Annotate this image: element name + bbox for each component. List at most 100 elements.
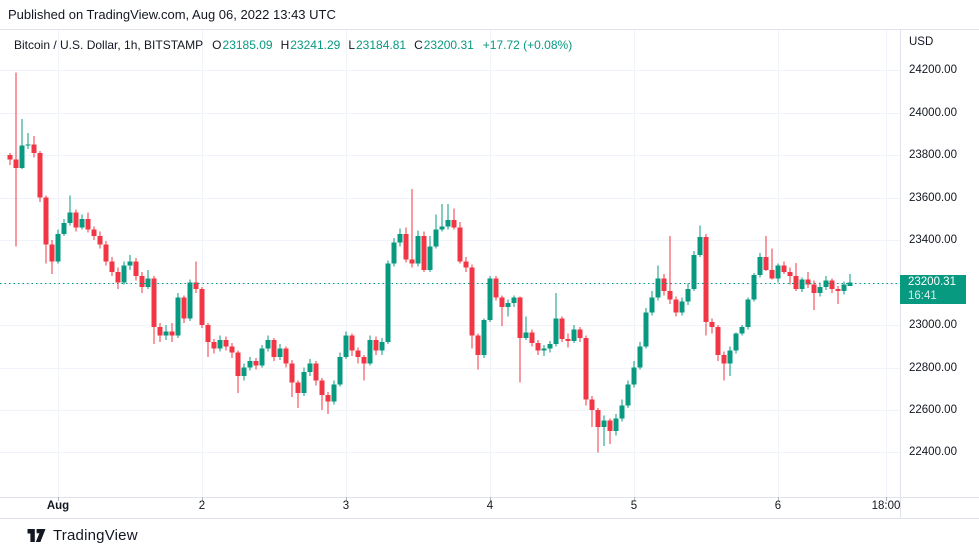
candle	[421, 231, 427, 272]
tradingview-logo-text: TradingView	[53, 527, 138, 544]
candle	[151, 276, 157, 345]
candle	[79, 214, 85, 230]
candle	[259, 345, 265, 368]
candle	[535, 339, 541, 355]
candle	[613, 414, 619, 436]
candle	[175, 293, 181, 338]
candle	[523, 316, 529, 340]
candle	[553, 293, 559, 347]
candle	[631, 361, 637, 388]
candle	[841, 281, 847, 295]
legend-change: +17.72 (+0.08%)	[482, 38, 573, 52]
candle	[607, 418, 613, 444]
candle	[427, 235, 433, 272]
candle	[313, 361, 319, 386]
legend-ohlc-value: 23185.09	[222, 38, 273, 52]
candle	[625, 380, 631, 408]
price-scale-unit: USD	[909, 36, 934, 48]
candle	[163, 325, 169, 340]
candle	[469, 264, 475, 349]
candle	[475, 333, 481, 370]
candle	[799, 277, 805, 293]
candle	[781, 261, 787, 275]
time-scale-label: 4	[486, 500, 494, 512]
candle	[271, 337, 277, 362]
candle	[697, 225, 703, 258]
candle	[49, 240, 55, 275]
candle	[193, 261, 199, 294]
candle	[349, 333, 355, 356]
candle	[595, 407, 601, 453]
candle	[721, 351, 727, 381]
time-scale-label: 6	[774, 500, 782, 512]
candle	[325, 391, 331, 415]
candle	[379, 337, 385, 355]
candle	[223, 336, 229, 351]
legend-ohlc-item: L 23184.81	[348, 38, 406, 52]
candle	[283, 346, 289, 368]
candle	[217, 335, 223, 352]
candle	[637, 342, 643, 370]
candle	[847, 273, 853, 286]
candle	[205, 322, 211, 357]
candle	[403, 227, 409, 263]
time-scale-label: 3	[342, 500, 350, 512]
candle	[661, 274, 667, 296]
candle	[517, 296, 523, 383]
candle	[37, 150, 43, 202]
candle	[331, 380, 337, 405]
price-scale-label: 24000.00	[909, 106, 957, 119]
chart-legend: Bitcoin / U.S. Dollar, 1h, BITSTAMP O 231…	[14, 38, 572, 52]
candle	[565, 333, 571, 348]
candle	[355, 347, 361, 364]
candle	[373, 336, 379, 355]
candle	[499, 295, 505, 327]
candle	[277, 344, 283, 361]
candle	[211, 338, 217, 354]
candle	[817, 282, 823, 297]
candle	[751, 273, 757, 302]
candle	[301, 367, 307, 397]
candle	[241, 363, 247, 381]
last-price-flag: 23200.31 16:41	[900, 274, 966, 304]
candle	[235, 350, 241, 393]
candle	[559, 316, 565, 343]
candle	[199, 286, 205, 329]
candle	[667, 235, 673, 304]
candle	[7, 153, 13, 165]
price-scale-label: 23800.00	[909, 149, 957, 162]
candle	[391, 238, 397, 267]
candle	[433, 214, 439, 249]
candle	[145, 269, 151, 289]
candle	[289, 360, 295, 398]
candle	[757, 252, 763, 278]
candle	[673, 296, 679, 317]
candle	[109, 257, 115, 277]
tradingview-logo[interactable]: TradingView	[27, 527, 138, 544]
legend-ohlc-item: C 23200.31	[414, 38, 474, 52]
candle	[415, 230, 421, 267]
candle	[511, 295, 517, 308]
candle	[835, 285, 841, 304]
price-scale-label: 22400.00	[909, 446, 957, 459]
candle	[541, 345, 547, 356]
candle	[157, 322, 163, 343]
time-scale-label: 18:00	[871, 500, 901, 512]
legend-ohlc-letter: L	[348, 38, 355, 52]
candle	[715, 325, 721, 362]
candle	[703, 233, 709, 336]
candle	[367, 335, 373, 366]
legend-ohlc-letter: H	[280, 38, 290, 52]
candle	[25, 132, 31, 149]
candle	[463, 257, 469, 272]
candle	[247, 356, 253, 371]
candle	[769, 248, 775, 280]
candle	[265, 335, 271, 352]
price-scale-label: 22800.00	[909, 361, 957, 374]
candle	[445, 204, 451, 230]
candle	[823, 276, 829, 291]
candle	[589, 396, 595, 427]
candle	[385, 260, 391, 345]
candle	[685, 283, 691, 305]
